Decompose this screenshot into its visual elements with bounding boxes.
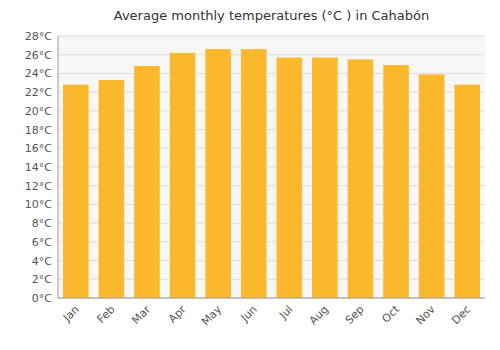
- x-tick-label: Feb: [95, 303, 118, 326]
- title: Average monthly temperatures (°C ) in Ca…: [114, 8, 429, 23]
- plot-background: [58, 36, 485, 298]
- chart-container: Average monthly temperatures (°C ) in Ca…: [0, 0, 500, 350]
- bar: [205, 49, 231, 298]
- y-tick-label: 22°C: [25, 86, 52, 99]
- y-tick-label: 8°C: [32, 217, 52, 230]
- x-tick-label: Dec: [449, 303, 473, 327]
- page: {"chart_data": {"type": "bar", "title": …: [0, 0, 500, 350]
- x-tick-label: Sep: [343, 303, 367, 327]
- x-tick-label: Apr: [166, 303, 189, 326]
- grid-line: [58, 298, 485, 299]
- grid-line: [58, 54, 485, 55]
- bars: [63, 49, 480, 298]
- x-tick-label: Jul: [276, 303, 295, 322]
- y-tick-label: 10°C: [25, 198, 52, 211]
- y-tick-label: 14°C: [25, 161, 52, 174]
- y-tick-label: 4°C: [32, 255, 52, 268]
- y-tick-label: 12°C: [25, 180, 52, 193]
- x-tick-label: Jan: [60, 303, 82, 325]
- grid-line: [58, 36, 485, 37]
- grid-line: [58, 73, 485, 74]
- x-axis-labels: Jan Feb Mar Apr May Jun Jul Aug Sep Oct Nov Dec: [60, 302, 473, 328]
- y-tick-label: 0°C: [32, 292, 52, 305]
- chart-svg: Average monthly temperatures (°C ) in Ca…: [0, 0, 500, 350]
- y-axis-line: [58, 36, 59, 298]
- x-tick-label: Nov: [413, 303, 438, 328]
- bar: [312, 58, 338, 298]
- x-tick-label: May: [199, 303, 225, 329]
- x-tick-label: Oct: [380, 302, 403, 325]
- bar: [348, 59, 374, 298]
- bar: [170, 53, 196, 298]
- grid: [58, 36, 485, 298]
- x-tick-label: Mar: [129, 303, 153, 327]
- x-axis-line: [58, 298, 485, 299]
- y-axis-labels: 0°C 2°C 4°C 6°C 8°C 10°C 12°C 14°C 16°C 18°C 20°C 2…: [25, 30, 52, 305]
- bar: [241, 49, 267, 298]
- bar: [134, 66, 160, 298]
- y-tick-label: 18°C: [25, 124, 52, 137]
- x-tick-label: Jun: [238, 303, 260, 325]
- y-tick-label: 24°C: [25, 67, 52, 80]
- bar: [454, 85, 480, 298]
- bar: [419, 74, 445, 298]
- y-tick-label: 28°C: [25, 30, 52, 43]
- bar: [63, 85, 89, 298]
- bar: [276, 58, 302, 298]
- y-tick-label: 6°C: [32, 236, 52, 249]
- y-tick-label: 20°C: [25, 105, 52, 118]
- y-tick-label: 26°C: [25, 49, 52, 62]
- bar: [383, 65, 409, 298]
- y-tick-label: 2°C: [32, 273, 52, 286]
- x-tick-label: Aug: [307, 303, 331, 327]
- bar: [99, 80, 125, 298]
- y-tick-label: 16°C: [25, 142, 52, 155]
